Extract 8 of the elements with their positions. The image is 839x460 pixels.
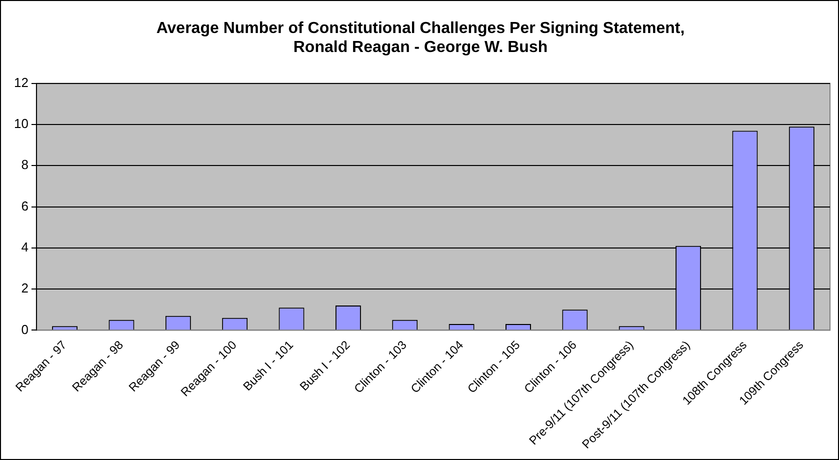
y-tick-label: 0: [21, 322, 28, 337]
y-tick-label: 4: [21, 240, 28, 255]
y-tick-label: 8: [21, 157, 28, 172]
y-tick-label: 10: [14, 116, 28, 132]
y-tick-label: 6: [21, 198, 28, 214]
y-tick-label: 12: [14, 74, 28, 90]
y-tick-label: 2: [21, 280, 28, 296]
chart-title: Average Number of Constitutional Challenges Per Signing Statement, Ronald Reagan - George W. Bush: [156, 20, 685, 56]
